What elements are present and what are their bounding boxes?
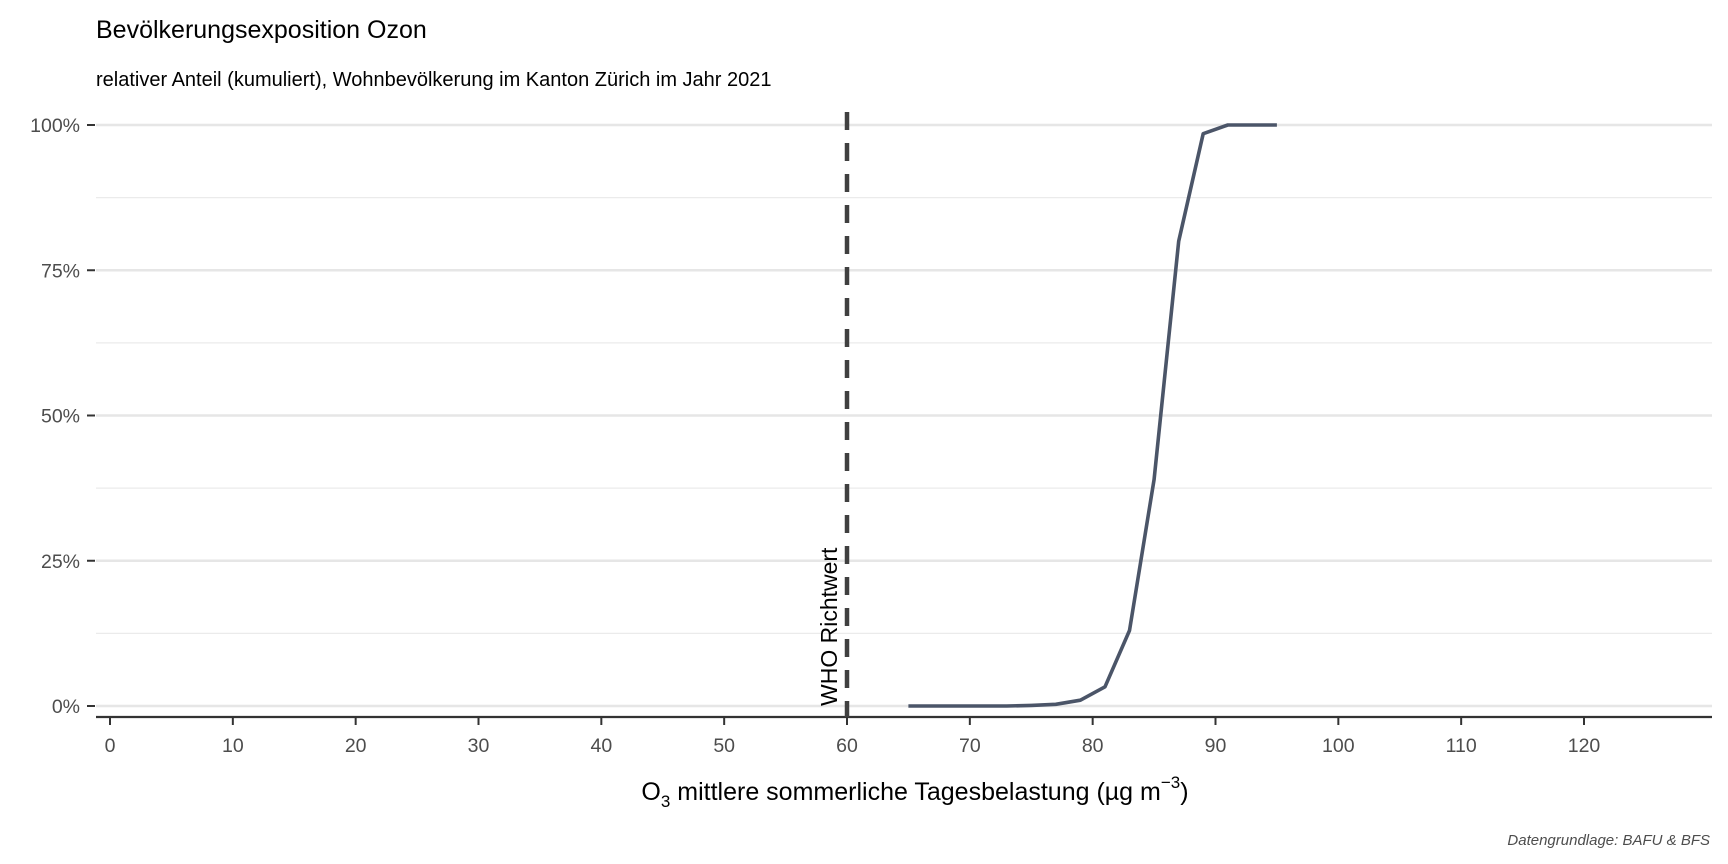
y-tick-label: 50% xyxy=(41,406,80,428)
y-tick-label: 75% xyxy=(41,260,80,282)
y-tick-label: 0% xyxy=(52,696,80,718)
chart-subtitle: relativer Anteil (kumuliert), Wohnbevölk… xyxy=(96,69,772,91)
series-line xyxy=(908,123,1277,708)
y-tick-label: 25% xyxy=(41,551,80,573)
x-tick-label: 30 xyxy=(468,735,490,757)
grid-major xyxy=(96,123,1712,708)
x-tick-label: 110 xyxy=(1446,735,1477,757)
x-tick-label: 70 xyxy=(959,735,981,757)
x-tick-label: 60 xyxy=(836,735,858,757)
x-tick-label: 90 xyxy=(1205,735,1227,757)
x-tick-label: 0 xyxy=(105,735,116,757)
x-tick-label: 100 xyxy=(1322,735,1355,757)
caption: Datengrundlage: BAFU & BFS xyxy=(1507,832,1710,849)
grid-minor xyxy=(96,197,1712,634)
x-tick-label: 80 xyxy=(1082,735,1104,757)
y-axis: 0% 25% 50% 75% 100% xyxy=(30,115,95,718)
x-tick-label: 50 xyxy=(713,735,735,757)
reference-line-label: WHO Richtwert xyxy=(816,547,842,706)
series-group xyxy=(908,123,1277,708)
chart-title: Bevölkerungsexposition Ozon xyxy=(96,16,427,44)
x-tick-label: 20 xyxy=(345,735,367,757)
y-tick-label: 100% xyxy=(30,115,80,137)
x-axis: 0 10 20 30 40 50 60 70 80 90 100 110 120 xyxy=(96,715,1712,757)
reference-line-group: WHO Richtwert xyxy=(816,112,850,717)
x-axis-title: O3 mittlere sommerliche Tagesbelastung (… xyxy=(641,773,1188,811)
x-tick-label: 120 xyxy=(1568,735,1601,757)
x-tick-label: 40 xyxy=(590,735,612,757)
x-tick-label: 10 xyxy=(222,735,244,757)
